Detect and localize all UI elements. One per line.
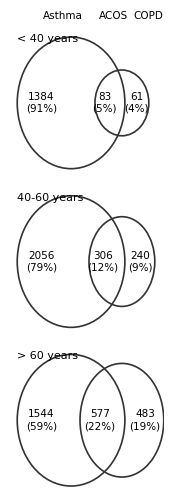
Text: 61
(4%): 61 (4%): [124, 92, 149, 114]
Text: 577
(22%): 577 (22%): [85, 410, 116, 431]
Text: > 60 years: > 60 years: [17, 352, 78, 362]
Text: COPD: COPD: [133, 12, 163, 22]
Text: 2056
(79%): 2056 (79%): [26, 251, 57, 272]
Text: ACOS: ACOS: [99, 12, 128, 22]
Text: < 40 years: < 40 years: [17, 34, 78, 44]
Text: 306
(12%): 306 (12%): [87, 251, 118, 272]
Text: 240
(9%): 240 (9%): [128, 251, 152, 272]
Text: 483
(19%): 483 (19%): [129, 410, 161, 431]
Text: 83
(5%): 83 (5%): [92, 92, 117, 114]
Text: Asthma: Asthma: [43, 12, 83, 22]
Text: 40-60 years: 40-60 years: [17, 193, 84, 203]
Text: 1544
(59%): 1544 (59%): [26, 410, 57, 431]
Text: 1384
(91%): 1384 (91%): [26, 92, 57, 114]
